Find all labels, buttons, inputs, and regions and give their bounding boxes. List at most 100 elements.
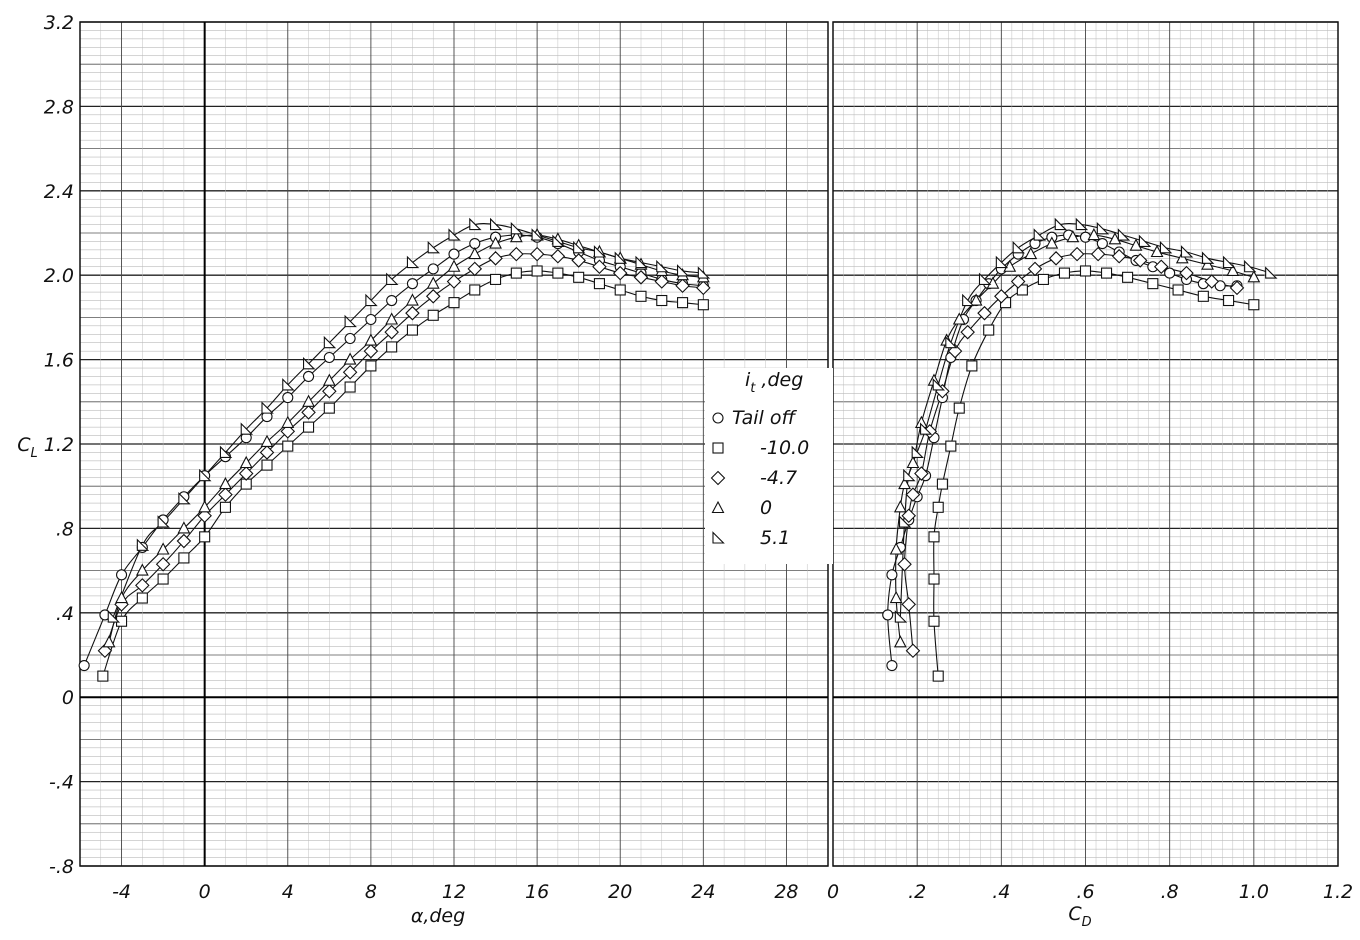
triangle-marker xyxy=(906,455,920,469)
square-marker xyxy=(469,284,481,296)
triangle-marker xyxy=(322,373,336,386)
square-marker xyxy=(928,615,940,627)
diamond-marker xyxy=(97,643,113,659)
tick-labels: 3.2 2.8 2.4 2.0 1.6 CL 1.2 .8 .4 0 -.4 -.8 -4 0 4 8 12 1… xyxy=(17,12,1353,903)
right-triangle-marker xyxy=(697,266,711,279)
triangle-marker xyxy=(1150,244,1164,258)
series-curve-triangle xyxy=(108,234,704,643)
triangle-marker xyxy=(889,590,903,604)
legend-entry: Tail off xyxy=(712,407,797,429)
circle-marker xyxy=(1079,231,1092,243)
x-tick-label: 16 xyxy=(525,881,549,903)
right-triangle-marker xyxy=(573,240,586,254)
triangle-marker xyxy=(343,352,357,365)
diamond-marker xyxy=(1111,248,1127,264)
legend-box xyxy=(705,368,833,564)
square-marker xyxy=(936,478,948,490)
right-triangle-marker xyxy=(1223,255,1236,269)
diamond-marker xyxy=(1069,246,1085,262)
right-triangle-marker xyxy=(552,234,565,247)
right-triangle-marker xyxy=(365,293,378,307)
diamond-marker xyxy=(135,578,150,593)
square-marker xyxy=(953,402,965,414)
diamond-marker xyxy=(384,324,399,340)
y-tick-label: 2.8 xyxy=(44,96,74,118)
right-triangle-marker xyxy=(1033,228,1047,241)
square-marker xyxy=(1122,271,1134,283)
right-triangle-marker xyxy=(199,468,212,482)
square-marker xyxy=(448,297,460,309)
right-triangle-marker xyxy=(1012,240,1025,254)
diamond-marker xyxy=(1132,253,1148,268)
triangle-marker xyxy=(426,276,440,289)
diamond-marker xyxy=(710,470,726,486)
triangle-marker xyxy=(893,500,907,513)
square-marker xyxy=(97,670,109,682)
square-marker xyxy=(1079,265,1092,277)
circle-marker xyxy=(427,263,439,275)
left-x-axis-label: α,deg xyxy=(411,905,465,927)
x-tick-label: 24 xyxy=(691,881,715,903)
square-marker xyxy=(199,531,211,543)
square-marker xyxy=(928,531,940,543)
diamond-marker xyxy=(1179,265,1194,281)
triangle-marker xyxy=(102,635,116,648)
triangle-marker xyxy=(177,521,191,534)
diamond-marker xyxy=(280,424,296,439)
circle-marker xyxy=(303,370,315,383)
right-triangle-marker xyxy=(1244,259,1257,273)
right-triangle-marker xyxy=(490,217,503,231)
right-triangle-marker xyxy=(510,221,524,235)
triangle-marker xyxy=(239,455,253,469)
series-square xyxy=(928,265,1260,682)
right-triangle-marker xyxy=(448,228,461,241)
triangle-marker xyxy=(1129,238,1143,251)
square-marker xyxy=(365,360,377,372)
diamond-marker xyxy=(155,556,171,572)
square-marker xyxy=(1100,267,1113,279)
right-triangle-marker xyxy=(240,422,254,435)
triangle-marker xyxy=(364,333,378,346)
diamond-marker xyxy=(914,466,929,481)
square-marker xyxy=(344,381,356,393)
square-marker xyxy=(614,284,626,296)
diamond-marker xyxy=(1027,261,1043,277)
y-tick-label: 0 xyxy=(62,687,74,709)
diamond-marker xyxy=(994,289,1009,304)
square-marker xyxy=(303,421,315,433)
triangle-marker xyxy=(1066,230,1080,243)
circle-marker xyxy=(386,294,398,307)
square-marker xyxy=(712,442,724,454)
square-marker xyxy=(945,440,957,452)
series-curve-square xyxy=(102,270,704,677)
square-marker xyxy=(635,290,647,302)
triangle-marker xyxy=(898,476,911,490)
triangle-marker xyxy=(406,293,419,306)
triangle-marker xyxy=(115,590,128,604)
right-triangle-marker xyxy=(1096,221,1110,235)
right-triangle-marker xyxy=(1117,228,1131,241)
diamond-marker xyxy=(467,261,483,277)
square-marker xyxy=(386,341,398,353)
legend-entry-label: 0 xyxy=(760,497,772,519)
diamond-marker xyxy=(446,274,462,289)
square-marker xyxy=(261,459,273,471)
right-triangle-marker xyxy=(531,228,544,241)
right-triangle-marker xyxy=(323,335,337,349)
triangle-marker xyxy=(468,246,482,260)
right-triangle-marker xyxy=(107,610,121,623)
triangle-marker xyxy=(198,500,212,513)
diamond-marker xyxy=(197,508,212,524)
right-triangle-marker xyxy=(712,531,725,544)
diamond-marker xyxy=(1204,274,1220,289)
diamond-marker xyxy=(550,248,566,264)
svg-text:CD: CD xyxy=(1068,903,1091,930)
square-marker xyxy=(966,360,978,372)
triangle-marker xyxy=(1108,232,1122,245)
series-square xyxy=(97,265,709,682)
right-triangle-marker xyxy=(945,335,958,349)
right-triangle-marker xyxy=(932,378,946,391)
y-tick-label: .4 xyxy=(56,603,74,625)
diamond-marker xyxy=(571,253,586,268)
square-marker xyxy=(983,324,995,336)
